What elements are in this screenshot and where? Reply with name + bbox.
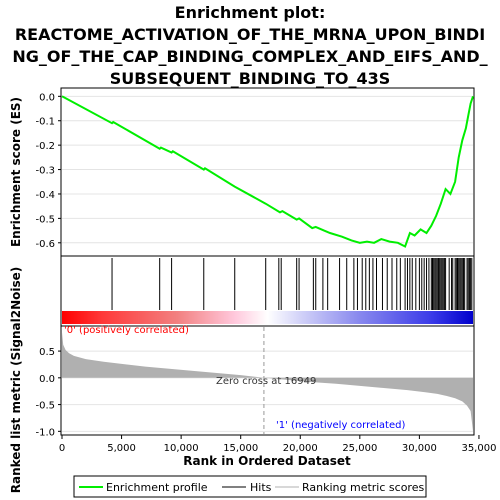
es-y-tick-label: -0.2 xyxy=(35,141,55,152)
legend-metric-label: Ranking metric scores xyxy=(302,481,424,494)
metric-y-ticks: 0.5 0.0 -0.5 -1.0 xyxy=(35,347,61,438)
metric-y-axis-title: Ranked list metric (Signal2Noise) xyxy=(9,267,23,494)
legend-enrichment-label: Enrichment profile xyxy=(106,481,208,494)
ranking-heat-bar xyxy=(62,311,473,324)
x-tick-label: 0 xyxy=(59,443,65,454)
es-line-group xyxy=(61,95,474,248)
metric-area-group xyxy=(62,327,473,434)
metric-x-ticks: 0 5,000 10,000 15,000 20,000 25,000 30,000 35,0… xyxy=(59,435,496,454)
metric-y-tick-label: 0.0 xyxy=(39,374,55,385)
hits-group xyxy=(111,258,473,310)
es-y-tick-label: -0.5 xyxy=(35,214,55,225)
es-y-tick-label: -0.3 xyxy=(35,166,55,177)
x-axis-title: Rank in Ordered Dataset xyxy=(183,454,351,468)
x-tick-label: 30,000 xyxy=(402,443,437,454)
enrichment-profile-line xyxy=(61,95,474,248)
es-y-tick-label: -0.4 xyxy=(35,190,55,201)
x-tick-label: 25,000 xyxy=(342,443,377,454)
chart-title: Enrichment plot: REACTOME_ACTIVATION_OF_… xyxy=(0,2,500,90)
x-tick-label: 15,000 xyxy=(223,443,258,454)
metric-y-tick-label: -1.0 xyxy=(35,427,55,438)
es-y-ticks: 0.0 -0.1 -0.2 -0.3 -0.4 -0.5 -0.6 xyxy=(35,92,61,250)
negative-label: '1' (negatively correlated) xyxy=(276,420,405,431)
title-line-3: NG_OF_THE_CAP_BINDING_COMPLEX_AND_EIFS_A… xyxy=(12,47,488,66)
es-grid xyxy=(62,95,473,244)
metric-y-tick-label: -0.5 xyxy=(35,401,55,412)
es-y-tick-label: -0.1 xyxy=(35,117,55,128)
x-tick-label: 10,000 xyxy=(164,443,199,454)
ranking-metric-area xyxy=(62,332,473,432)
x-tick-label: 35,000 xyxy=(461,443,496,454)
x-tick-label: 5,000 xyxy=(107,443,136,454)
es-y-tick-label: -0.6 xyxy=(35,239,55,250)
es-panel-frame xyxy=(60,87,475,257)
legend-hits-label: Hits xyxy=(250,481,272,494)
metric-y-tick-label: 0.5 xyxy=(39,347,55,358)
title-line-2: REACTOME_ACTIVATION_OF_THE_MRNA_UPON_BIN… xyxy=(14,25,486,44)
positive-label: '0' (positively correlated) xyxy=(64,325,189,336)
x-tick-label: 20,000 xyxy=(283,443,318,454)
es-y-tick-label: 0.0 xyxy=(39,92,55,103)
legend-box xyxy=(73,475,427,498)
title-line-4: SUBSEQUENT_BINDING_TO_43S xyxy=(109,69,391,88)
zero-cross-label: Zero cross at 16949 xyxy=(216,376,316,387)
es-y-axis-title: Enrichment score (ES) xyxy=(9,97,23,247)
title-line-1: Enrichment plot: xyxy=(174,3,326,22)
